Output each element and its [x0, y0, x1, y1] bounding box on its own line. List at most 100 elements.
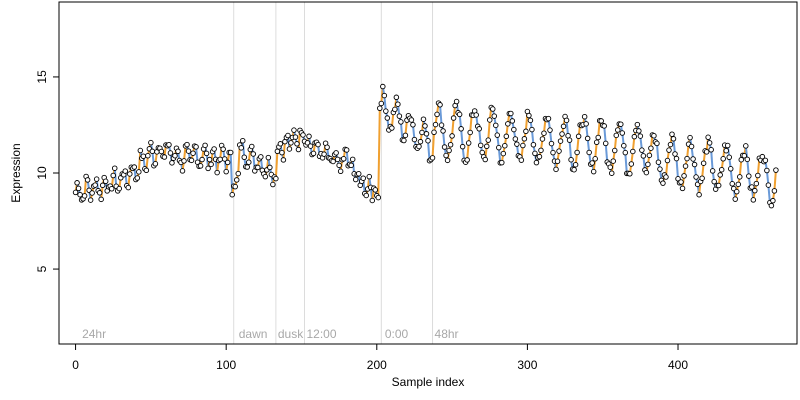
data-point — [743, 143, 749, 149]
time-annotation: dawn — [239, 327, 268, 341]
time-annotation: 12:00 — [306, 327, 336, 341]
data-point — [622, 149, 629, 156]
data-point — [491, 113, 498, 119]
data-point — [753, 180, 760, 187]
data-point — [485, 137, 491, 143]
data-point — [533, 159, 540, 166]
data-point — [560, 123, 567, 130]
data-point — [188, 157, 195, 164]
trend-segment — [469, 114, 473, 133]
x-axis-title: Sample index — [392, 375, 465, 389]
y-tick-label: 5 — [35, 265, 49, 272]
data-point — [755, 172, 761, 179]
data-point — [709, 168, 716, 174]
data-point — [744, 156, 751, 163]
data-point — [514, 141, 520, 147]
trend-segment — [478, 128, 482, 146]
data-point — [593, 139, 600, 146]
data-point — [613, 132, 620, 139]
y-tick-label: 15 — [35, 70, 49, 84]
data-point — [286, 146, 293, 152]
data-point — [559, 131, 565, 137]
data-point — [143, 167, 150, 174]
data-point — [235, 170, 241, 177]
x-tick-label: 100 — [216, 358, 236, 372]
data-point — [571, 166, 577, 173]
trend-segment — [675, 158, 680, 179]
data-point — [285, 132, 291, 139]
data-point — [337, 168, 344, 175]
data-point — [503, 133, 510, 140]
data-point — [464, 157, 470, 163]
data-point — [434, 111, 440, 118]
x-tick-label: 0 — [72, 358, 79, 372]
data-point — [98, 196, 104, 203]
trend-segment — [460, 128, 464, 147]
data-point — [250, 151, 257, 157]
trend-segment — [603, 125, 607, 144]
data-point — [238, 145, 244, 151]
data-point — [493, 122, 499, 129]
data-point — [392, 106, 398, 113]
data-point — [395, 101, 401, 107]
data-point — [592, 156, 598, 162]
data-point — [601, 123, 607, 129]
data-point — [348, 162, 354, 169]
data-point — [300, 132, 306, 138]
time-annotation: 0:00 — [385, 327, 409, 341]
data-point — [505, 121, 511, 127]
trend-segment — [439, 104, 443, 126]
data-point — [169, 160, 175, 166]
data-point — [770, 197, 776, 204]
data-point — [502, 142, 508, 149]
data-point — [568, 156, 574, 163]
trend-segment — [624, 152, 628, 174]
data-point — [211, 146, 217, 152]
data-point — [233, 177, 240, 183]
y-axis-title: Expression — [9, 143, 23, 202]
data-point — [295, 146, 302, 153]
data-point — [684, 155, 690, 162]
data-point — [648, 145, 654, 151]
data-point — [152, 161, 159, 167]
data-point — [691, 161, 698, 168]
data-point — [572, 161, 579, 168]
data-point — [246, 159, 252, 165]
data-point — [483, 143, 490, 150]
data-point — [640, 153, 647, 159]
data-point — [262, 173, 269, 180]
data-point — [734, 188, 740, 195]
data-point — [355, 171, 362, 177]
data-point — [509, 118, 516, 124]
data-point — [530, 142, 537, 148]
data-point — [446, 147, 452, 154]
data-point — [273, 175, 279, 182]
data-point — [512, 136, 519, 142]
data-point — [288, 140, 294, 146]
data-point — [496, 144, 502, 151]
data-point — [520, 142, 526, 149]
data-point — [612, 147, 618, 154]
data-point — [566, 137, 573, 143]
data-point — [175, 148, 181, 155]
data-point — [99, 182, 106, 189]
data-point — [720, 156, 726, 162]
data-point — [277, 141, 284, 147]
trend-segment — [282, 141, 286, 161]
data-point — [450, 115, 457, 121]
data-point — [416, 143, 422, 150]
data-point — [372, 187, 379, 193]
data-point — [408, 117, 415, 123]
data-point — [666, 147, 672, 153]
data-point — [148, 139, 154, 146]
data-point — [239, 137, 246, 144]
time-annotation: 48hr — [435, 327, 459, 341]
data-point — [619, 130, 626, 136]
data-point — [550, 149, 556, 156]
data-point — [199, 156, 205, 163]
data-point — [752, 187, 758, 194]
data-point — [145, 152, 151, 159]
data-point — [89, 190, 95, 196]
data-point — [737, 174, 743, 180]
